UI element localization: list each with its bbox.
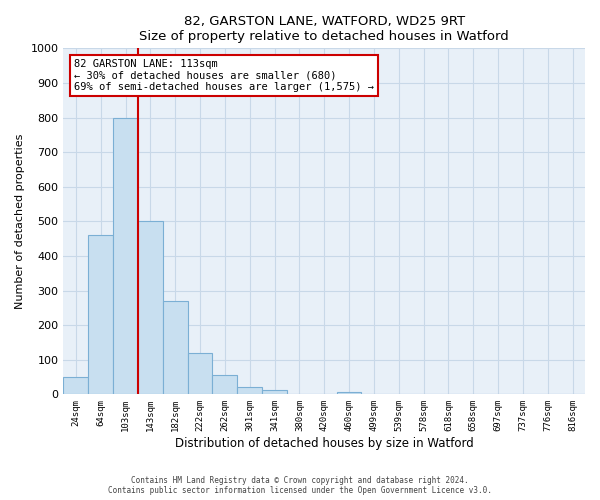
Bar xyxy=(88,235,113,394)
Text: Contains HM Land Registry data © Crown copyright and database right 2024.
Contai: Contains HM Land Registry data © Crown c… xyxy=(108,476,492,495)
Bar xyxy=(188,353,212,395)
Bar xyxy=(163,301,188,394)
X-axis label: Distribution of detached houses by size in Watford: Distribution of detached houses by size … xyxy=(175,437,473,450)
Bar xyxy=(212,376,237,394)
Bar xyxy=(337,392,361,394)
Text: 82 GARSTON LANE: 113sqm
← 30% of detached houses are smaller (680)
69% of semi-d: 82 GARSTON LANE: 113sqm ← 30% of detache… xyxy=(74,58,374,92)
Bar xyxy=(138,222,163,394)
Bar xyxy=(64,377,88,394)
Bar xyxy=(113,118,138,394)
Title: 82, GARSTON LANE, WATFORD, WD25 9RT
Size of property relative to detached houses: 82, GARSTON LANE, WATFORD, WD25 9RT Size… xyxy=(139,15,509,43)
Bar xyxy=(237,388,262,394)
Bar xyxy=(262,390,287,394)
Y-axis label: Number of detached properties: Number of detached properties xyxy=(15,134,25,309)
